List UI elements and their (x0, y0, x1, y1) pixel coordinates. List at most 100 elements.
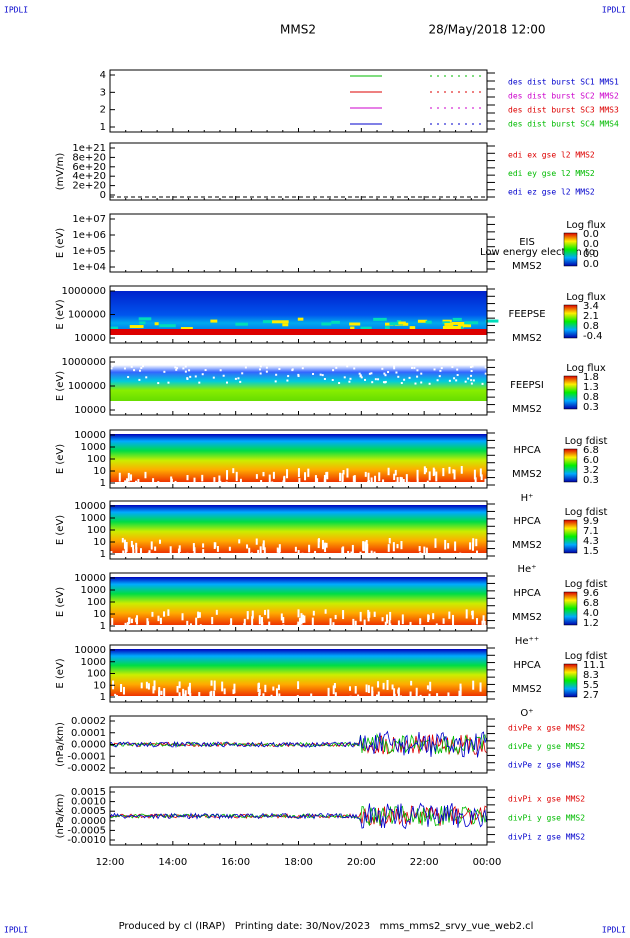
burst-dot (451, 91, 453, 93)
spectrogram-gap (122, 686, 125, 695)
spectrogram-gap (444, 539, 447, 550)
spectrogram-gap (160, 690, 163, 695)
spectrogram-gap (401, 614, 404, 625)
panel-label: HPCA (513, 445, 541, 456)
spectrogram-gap (323, 474, 326, 480)
colorbar (563, 663, 578, 698)
spectrogram-speck (377, 378, 380, 381)
spectrogram-gap (270, 694, 273, 699)
spectrogram-gap (114, 693, 117, 704)
spectrogram-gap (258, 692, 261, 702)
colorbar-label: 0.0 (583, 229, 599, 240)
spectrogram-speck (338, 382, 341, 385)
spectrogram-speck (291, 369, 294, 372)
spectrogram-speck (368, 372, 371, 375)
spectrogram-gap (193, 547, 196, 556)
y-tick-label: 10000 (74, 405, 106, 416)
spectrogram-gap (321, 540, 324, 550)
spectrogram-speck (186, 377, 189, 380)
spectrogram-speck (239, 380, 242, 383)
spectrogram-gap (213, 680, 216, 691)
spectrogram-patch (417, 319, 428, 323)
spectrogram-gap (246, 611, 249, 620)
spectrogram-gap (202, 549, 205, 558)
y-tick-label: 1000000 (61, 286, 106, 297)
spectrogram-gap (362, 541, 365, 551)
colorbar (563, 232, 578, 267)
spectrogram-patch (442, 325, 461, 329)
burst-dot (444, 91, 446, 93)
spectrogram-gap (230, 618, 233, 628)
spectrogram-gap (127, 472, 130, 482)
spectrogram-gap (276, 547, 279, 553)
colorbar-label: 1.8 (583, 372, 599, 383)
spectrogram-gap (346, 468, 349, 478)
spectrogram (110, 505, 487, 553)
y-tick-label: 100000 (68, 310, 106, 321)
spectrogram-gap (325, 542, 328, 548)
spectrogram-speck (130, 365, 133, 368)
spectrogram-gap (307, 468, 310, 477)
panel-label: FEEPSI (510, 380, 544, 391)
spectrogram-gap (152, 478, 155, 487)
colorbar (563, 448, 578, 483)
y-tick-label: 4e+20 (72, 171, 106, 182)
spectrogram-speck (258, 368, 261, 371)
spectrogram-patch (485, 319, 499, 323)
spectrogram-gap (363, 619, 366, 629)
spectrogram-speck (470, 374, 473, 377)
spectrogram-patch (139, 321, 146, 325)
spectrogram-patch (321, 322, 332, 326)
spectrogram-gap (341, 475, 344, 482)
spectrogram-speck (381, 367, 384, 370)
spectrogram-gap (349, 695, 352, 704)
spectrogram-speck (321, 374, 324, 377)
spectrogram-speck (383, 372, 386, 375)
spectrogram-gap (271, 481, 274, 487)
spectrogram-patch (331, 320, 340, 324)
spectrogram-gap (140, 682, 143, 689)
spectrogram-speck (201, 373, 204, 376)
spectrogram-gap (186, 620, 189, 631)
spectrogram-gap (354, 686, 357, 694)
legend-entry: des dist burst SC2 MMS2 (508, 92, 619, 101)
trace (109, 802, 487, 830)
spectrogram-speck (359, 375, 362, 378)
burst-dot (465, 107, 467, 109)
spectrogram-gap (300, 613, 303, 623)
spectrogram-gap (408, 481, 411, 487)
spectrogram-gap (176, 685, 179, 693)
panel-label: O⁺ (520, 708, 533, 719)
spectrogram-gap (419, 694, 422, 704)
spectrogram-patch (442, 321, 450, 325)
spectrogram-speck (175, 368, 178, 371)
spectrogram-patch (349, 322, 361, 326)
spectrogram-gap (130, 474, 133, 481)
spectrogram-speck (374, 378, 377, 381)
spectrogram-gap (471, 610, 474, 620)
spectrogram-gap (235, 471, 238, 482)
spectrogram-gap (400, 695, 403, 701)
spectrogram-gap (186, 475, 189, 481)
spectrogram-gap (135, 617, 138, 623)
panel-label: HPCA (513, 516, 541, 527)
spectrogram-speck (274, 380, 277, 383)
y-tick-label: 1 (100, 692, 106, 703)
spectrogram-gap (373, 611, 376, 617)
y-axis-label: (nPa/km) (55, 722, 66, 767)
spectrogram-speck (139, 369, 142, 372)
x-tick-label: 18:00 (284, 857, 313, 868)
spectrogram-gap (250, 552, 253, 558)
burst-dot (465, 91, 467, 93)
spectrogram-speck (400, 382, 403, 385)
y-tick-label: 0.0005 (71, 806, 106, 817)
spectrogram-gap (225, 481, 228, 490)
spectrogram-gap (286, 469, 289, 479)
spectrogram-speck (319, 373, 322, 376)
spectrogram-speck (395, 371, 398, 374)
title: MMS2 (280, 23, 316, 37)
spectrogram-patch (262, 320, 273, 324)
spectrogram-gap (323, 478, 326, 487)
burst-dot (430, 75, 432, 77)
y-tick-label: 6e+20 (72, 162, 106, 173)
